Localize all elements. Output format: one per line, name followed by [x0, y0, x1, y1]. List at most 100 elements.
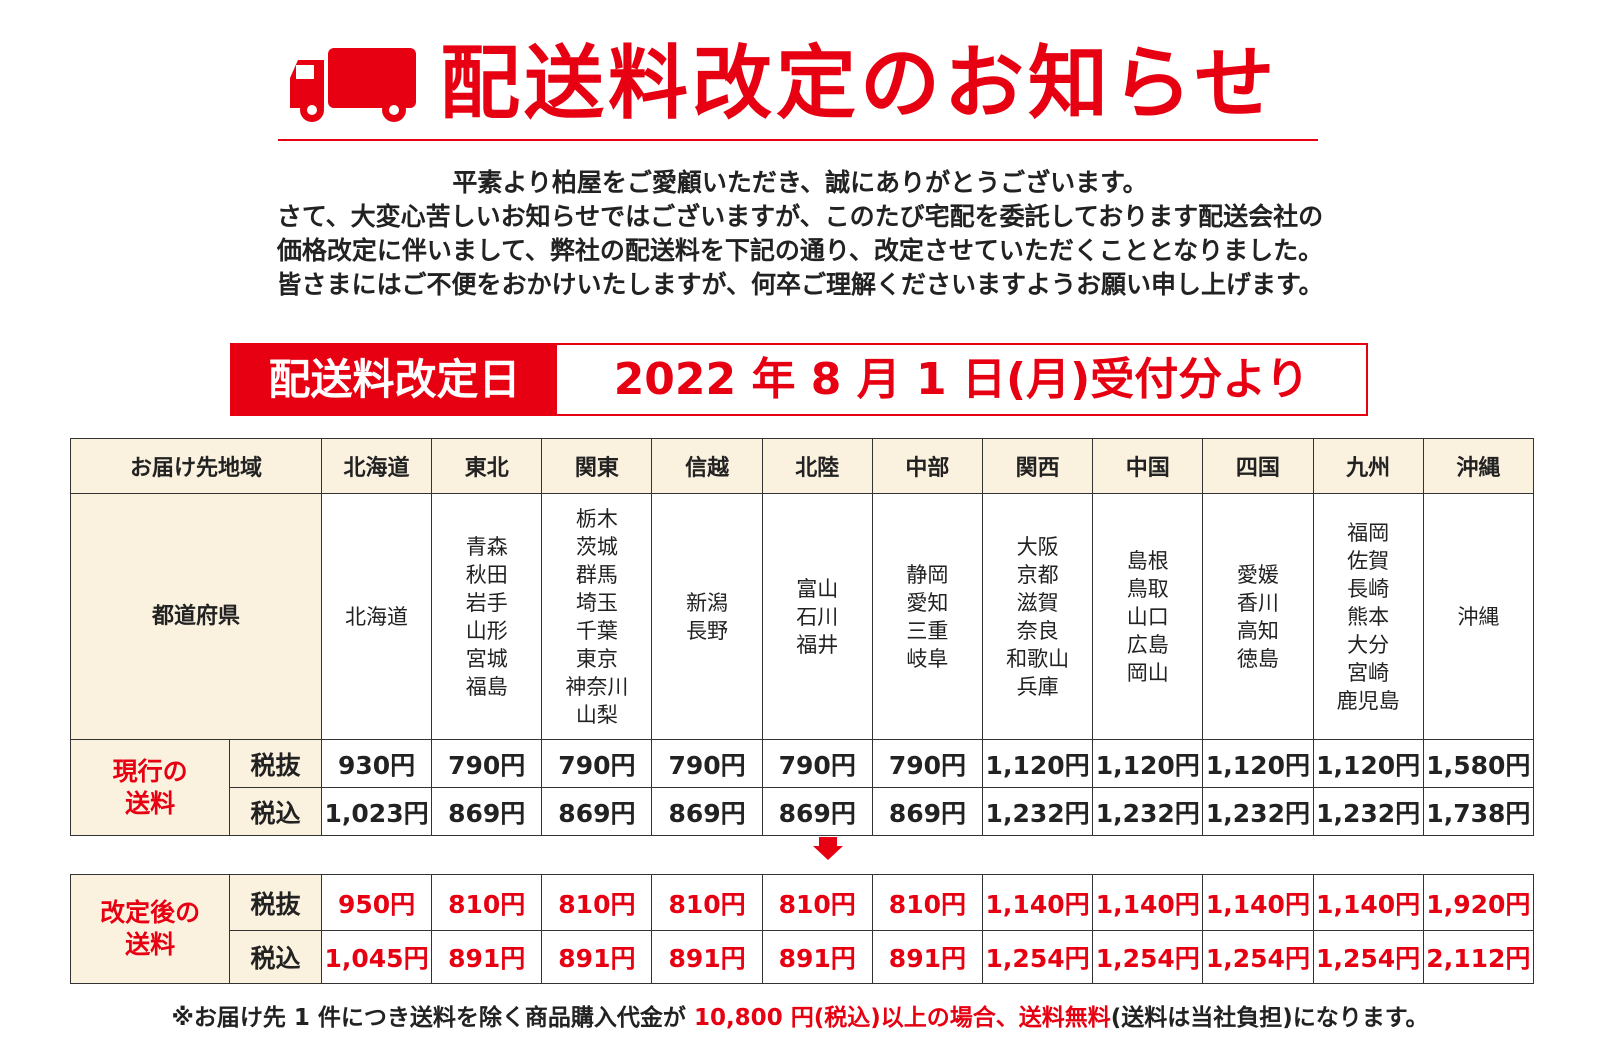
free-shipping-note: ※お届け先 1 件につき送料を除く商品購入代金が 10,800 円(税込)以上の…: [0, 998, 1600, 1032]
price-cell: 810円: [651, 874, 763, 931]
current-tax-incl-row: 税込 1,023円 869円 869円 869円 869円 869円 1,232…: [71, 787, 1535, 836]
page-title: 配送料改定のお知らせ: [440, 37, 1279, 130]
price-cell: 1,254円: [981, 930, 1094, 984]
price-cell: 810円: [431, 874, 543, 931]
revised-rate-label-line: 送料: [125, 930, 176, 959]
prefecture-name: 静岡: [906, 562, 949, 587]
price-cell: 1,232円: [1092, 787, 1204, 836]
price-cell: 869円: [871, 787, 984, 836]
prefecture-name: 石川: [796, 604, 839, 629]
title-divider: [278, 139, 1318, 141]
prefecture-cell: 島根 鳥取 山口 広島 岡山: [1092, 493, 1204, 740]
price-cell: 1,140円: [981, 874, 1094, 931]
prefecture-cell: 新潟 長野: [651, 493, 763, 740]
prefecture-name: 岩手: [465, 590, 508, 615]
prefecture-name: 島根: [1126, 548, 1169, 573]
prefecture-name: 佐賀: [1347, 548, 1390, 573]
down-arrow-head-icon: [813, 846, 843, 860]
price-cell: 1,738円: [1422, 787, 1535, 836]
price-cell: 790円: [431, 739, 543, 788]
price-cell: 1,120円: [1312, 739, 1424, 788]
price-cell: 1,023円: [320, 787, 433, 836]
prefecture-name: 山形: [465, 618, 508, 643]
price-cell: 1,232円: [1312, 787, 1424, 836]
prefecture-name: 千葉: [575, 618, 618, 643]
price-cell: 1,120円: [1092, 739, 1204, 788]
prefecture-cell: 栃木 茨城 群馬 埼玉 千葉 東京 神奈川 山梨: [541, 493, 653, 740]
price-cell: 1,254円: [1092, 930, 1204, 984]
revision-date-bar: 配送料改定日 2022 年 8 月 1 日(月)受付分より: [230, 343, 1368, 416]
price-cell: 1,120円: [1202, 739, 1314, 788]
prefecture-row: 都道府県 北海道 青森 秋田 岩手 山形 宮城 福島 栃木 茨城 群馬 埼玉 千葉 東京 神奈川 山梨 新潟長…: [70, 493, 1535, 740]
region-name: 信越: [651, 438, 763, 494]
price-cell: 930円: [320, 739, 433, 788]
truck-icon: [290, 48, 416, 122]
prefecture-name: 熊本: [1347, 604, 1390, 629]
region-name: 関東: [541, 438, 653, 494]
prefecture-name: 秋田: [465, 562, 508, 587]
prefecture-name: 愛知: [906, 590, 949, 615]
price-cell: 891円: [651, 930, 763, 984]
prefecture-cell: 愛媛 香川 高知 徳島: [1202, 493, 1314, 740]
prefecture-name: 山梨: [575, 702, 618, 727]
prefecture-name: 栃木: [575, 506, 618, 531]
prefecture-name: 神奈川: [565, 674, 629, 699]
price-cell: 1,140円: [1312, 874, 1424, 931]
prefecture-name: 三重: [906, 618, 949, 643]
note-highlight: 10,800 円(税込)以上の場合、送料無料: [693, 1005, 1111, 1031]
prefecture-name: 滋賀: [1016, 590, 1059, 615]
prefecture-name: 和歌山: [1006, 646, 1070, 671]
prefecture-cell: 静岡 愛知 三重 岐阜: [871, 493, 984, 740]
prefecture-name: 愛媛: [1236, 562, 1279, 587]
prefecture-name: 宮城: [465, 646, 508, 671]
region-name: 関西: [981, 438, 1094, 494]
price-cell: 1,140円: [1202, 874, 1314, 931]
prefecture-name: 沖縄: [1457, 604, 1500, 629]
prefecture-name: 鳥取: [1126, 576, 1169, 601]
prefecture-name: 福井: [796, 632, 839, 657]
prefecture-name: 徳島: [1236, 646, 1279, 671]
intro-text: 平素より柏屋をご愛顧いただき、誠にありがとうございます。 さて、大変心苦しいお知…: [150, 166, 1450, 302]
tax-incl-label: 税込: [229, 930, 322, 984]
price-cell: 891円: [761, 930, 873, 984]
price-cell: 1,045円: [320, 930, 433, 984]
current-rate-label-line: 送料: [125, 788, 176, 818]
price-cell: 810円: [871, 874, 983, 931]
prefecture-name: 茨城: [575, 534, 618, 559]
price-cell: 790円: [541, 739, 653, 788]
revised-rate-label-line: 改定後の: [100, 898, 201, 927]
region-name: 中部: [871, 438, 984, 494]
prefecture-cell: 青森秋田岩手山形宮城福島: [431, 493, 543, 740]
price-cell: 810円: [541, 874, 653, 931]
prefecture-cell: 沖縄: [1422, 493, 1535, 740]
prefecture-cell: 富山 石川 福井: [761, 493, 873, 740]
intro-line: さて、大変心苦しいお知らせではございますが、このたび宅配を委託しております配送会…: [276, 202, 1324, 231]
prefecture-cell: 福岡 佐賀 長崎 熊本 大分 宮崎 鹿児島: [1312, 493, 1424, 740]
revised-rate-label: 改定後の 送料: [69, 874, 231, 984]
prefecture-name: 福島: [465, 674, 508, 699]
prefecture-name: 岐阜: [906, 646, 949, 671]
prefecture-name: 高知: [1236, 618, 1279, 643]
prefecture-name: 新潟: [686, 590, 729, 615]
prefecture-name: 長崎: [1347, 576, 1390, 601]
region-header-row: お届け先地域 北海道 東北 関東 信越 北陸 中部 関西 中国 四国 九州 沖縄: [70, 438, 1535, 494]
price-cell: 1,140円: [1092, 874, 1204, 931]
prefecture-cell: 北海道: [320, 493, 433, 740]
down-arrow-icon: [819, 837, 837, 847]
prefecture-name: 青森: [465, 534, 508, 559]
price-cell: 950円: [320, 874, 433, 931]
prefecture-name: 山口: [1126, 604, 1169, 629]
prefecture-name: 兵庫: [1016, 674, 1059, 699]
prefecture-name: 埼玉: [575, 590, 618, 615]
prefecture-header-label: 都道府県: [70, 493, 322, 740]
revised-rate-table: 改定後の 送料 税抜 950円 810円 810円 810円 810円 810円…: [69, 874, 1535, 984]
price-cell: 1,232円: [981, 787, 1094, 836]
intro-line: 価格改定に伴いまして、弊社の配送料を下記の通り、改定させていただくこととなりまし…: [276, 236, 1324, 265]
intro-line: 皆さまにはご不便をおかけいたしますが、何卒ご理解くださいますようお願い申し上げま…: [276, 270, 1324, 299]
price-cell: 1,920円: [1422, 874, 1535, 931]
region-name: 九州: [1312, 438, 1424, 494]
region-name: 四国: [1202, 438, 1314, 494]
region-header-label: お届け先地域: [70, 438, 322, 494]
prefecture-name: 富山: [796, 576, 839, 601]
note-prefix: ※お届け先 1 件につき送料を除く商品購入代金が: [171, 1005, 686, 1031]
